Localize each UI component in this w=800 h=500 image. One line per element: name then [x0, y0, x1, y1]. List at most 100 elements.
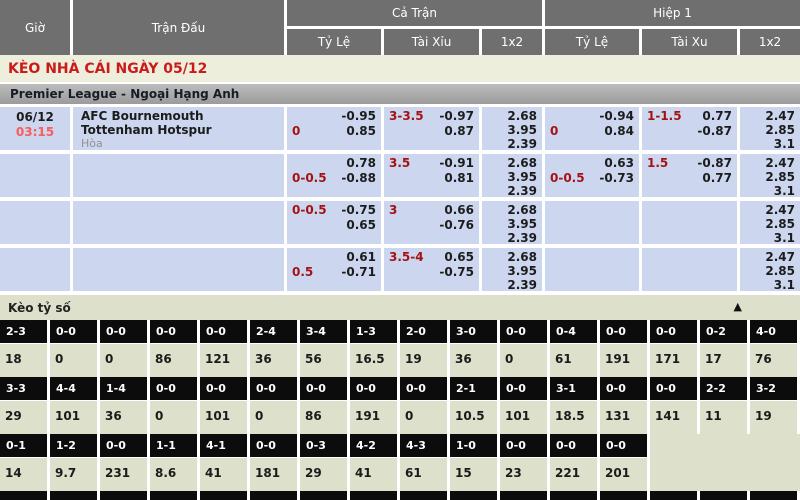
- score-odds-cell[interactable]: 231: [100, 458, 150, 491]
- score-odds-cell[interactable]: 101: [500, 401, 550, 434]
- score-odds-cell[interactable]: 191: [350, 401, 400, 434]
- score-label-cell: 1-2: [50, 434, 100, 458]
- score-label-cell: 4-0: [750, 320, 800, 344]
- ft-overunder-cell[interactable]: 3.5-4 0.65 -0.75: [384, 248, 479, 291]
- score-odds-cell[interactable]: 14: [0, 458, 50, 491]
- score-header-row: 0-1 1-2 0-0 1-1 4-1 0-0 0-3 4-2 4-3 1-0 0-0 0-0 0-0: [0, 434, 800, 458]
- ft-overunder-cell[interactable]: 3 0.66 -0.76: [384, 201, 479, 244]
- score-odds-cell[interactable]: 181: [250, 458, 300, 491]
- total-value: 3.5: [389, 156, 411, 170]
- score-odds-cell[interactable]: 23: [500, 458, 550, 491]
- h1-handicap-cell[interactable]: [545, 201, 639, 244]
- score-odds-cell[interactable]: 61: [550, 344, 600, 377]
- score-label-cell: 3-0: [450, 320, 500, 344]
- ft-1x2-cell[interactable]: 2.68 3.95 2.39: [482, 248, 542, 291]
- score-odds-cell[interactable]: 29: [300, 458, 350, 491]
- h1-1x2-cell[interactable]: 2.47 2.85 3.1: [740, 201, 800, 244]
- score-odds-cell[interactable]: 0: [500, 344, 550, 377]
- odds-value: 3.1: [773, 231, 795, 244]
- ft-1x2-cell[interactable]: 2.68 3.95 2.39: [482, 201, 542, 244]
- ft-1x2-cell[interactable]: 2.68 3.95 2.39: [482, 154, 542, 197]
- score-odds-cell[interactable]: 101: [200, 401, 250, 434]
- score-odds-cell[interactable]: 101: [50, 401, 100, 434]
- odds-line: 0-0.5 -0.73: [545, 171, 639, 186]
- score-odds-cell[interactable]: 18: [0, 344, 50, 377]
- score-odds-cell[interactable]: 17: [700, 344, 750, 377]
- score-odds-cell[interactable]: 19: [750, 401, 800, 434]
- score-odds-cell[interactable]: 18.5: [550, 401, 600, 434]
- h1-overunder-cell[interactable]: 1-1.5 0.77 -0.87: [642, 107, 737, 150]
- column-header-ft-handicap: Tỷ Lệ: [287, 29, 381, 55]
- score-odds-cell[interactable]: 171: [650, 344, 700, 377]
- score-label-cell: [550, 491, 600, 500]
- h1-overunder-cell[interactable]: 1.5 -0.87 0.77: [642, 154, 737, 197]
- score-odds-cell[interactable]: 19: [400, 344, 450, 377]
- score-value-row: 29 101 36 0 101 0 86 191 0 10.5 101 18.5 131 141 11 19: [0, 401, 800, 434]
- score-odds-cell[interactable]: 86: [300, 401, 350, 434]
- score-odds-cell[interactable]: 15: [450, 458, 500, 491]
- h1-overunder-cell[interactable]: [642, 248, 737, 291]
- h1-handicap-cell[interactable]: -0.94 0 0.84: [545, 107, 639, 150]
- score-odds-cell[interactable]: 16.5: [350, 344, 400, 377]
- score-odds-cell[interactable]: 11: [700, 401, 750, 434]
- score-odds-cell[interactable]: 0: [250, 401, 300, 434]
- score-odds-cell[interactable]: 41: [200, 458, 250, 491]
- ft-overunder-cell[interactable]: 3.5 -0.91 0.81: [384, 154, 479, 197]
- score-odds-cell[interactable]: 0: [400, 401, 450, 434]
- time-cell: [0, 154, 70, 197]
- score-odds-cell[interactable]: 131: [600, 401, 650, 434]
- score-odds-cell[interactable]: 61: [400, 458, 450, 491]
- score-label-cell: 0-0: [250, 377, 300, 401]
- score-value-row: 18 0 0 86 121 36 56 16.5 19 36 0 61 191 171 17 76: [0, 344, 800, 377]
- score-odds-cell[interactable]: 191: [600, 344, 650, 377]
- odds-line: 0-0.5 -0.75: [287, 203, 381, 218]
- score-label-cell: 0-2: [700, 320, 750, 344]
- score-header-row: 2-3 0-0 0-0 0-0 0-0 2-4 3-4 1-3 2-0 3-0 0-0 0-4 0-0 0…: [0, 320, 800, 344]
- score-odds-cell[interactable]: 41: [350, 458, 400, 491]
- score-odds-cell[interactable]: 76: [750, 344, 800, 377]
- odds-value: 2.39: [507, 278, 537, 291]
- score-odds-cell[interactable]: 56: [300, 344, 350, 377]
- h1-overunder-cell[interactable]: [642, 201, 737, 244]
- score-odds-cell[interactable]: 0: [50, 344, 100, 377]
- ft-1x2-cell[interactable]: 2.68 3.95 2.39: [482, 107, 542, 150]
- score-odds-cell[interactable]: 0: [150, 401, 200, 434]
- h1-1x2-cell[interactable]: 2.47 2.85 3.1: [740, 154, 800, 197]
- home-team: AFC Bournemouth: [81, 109, 204, 123]
- score-odds-cell[interactable]: 36: [100, 401, 150, 434]
- score-odds-cell[interactable]: 0: [100, 344, 150, 377]
- total-value: 3: [389, 203, 398, 217]
- score-odds-cell[interactable]: 221: [550, 458, 600, 491]
- h1-1x2-cell[interactable]: 2.47 2.85 3.1: [740, 107, 800, 150]
- time-cell: 06/12 03:15: [0, 107, 70, 150]
- league-header: Premier League - Ngoại Hạng Anh: [0, 82, 800, 104]
- match-date: 06/12: [16, 110, 54, 124]
- score-odds-cell[interactable]: 201: [600, 458, 650, 491]
- h1-1x2-cell[interactable]: 2.47 2.85 3.1: [740, 248, 800, 291]
- ft-handicap-cell[interactable]: 0.78 0-0.5 -0.88: [287, 154, 381, 197]
- ft-handicap-cell[interactable]: 0-0.5 -0.75 0.65: [287, 201, 381, 244]
- match-odds-row: 0.78 0-0.5 -0.88 3.5 -0.91 0.81 2.68 3.95 …: [0, 154, 800, 197]
- score-odds-cell[interactable]: 141: [650, 401, 700, 434]
- ft-handicap-cell[interactable]: 0.61 0.5 -0.71: [287, 248, 381, 291]
- ft-handicap-cell[interactable]: -0.95 0 0.85: [287, 107, 381, 150]
- score-odds-cell[interactable]: 86: [150, 344, 200, 377]
- score-odds-cell[interactable]: 10.5: [450, 401, 500, 434]
- ft-overunder-cell[interactable]: 3-3.5 -0.97 0.87: [384, 107, 479, 150]
- odds-value: 2.85: [765, 170, 795, 184]
- score-odds-cell[interactable]: 121: [200, 344, 250, 377]
- score-odds-cell[interactable]: 36: [450, 344, 500, 377]
- odds-value: 0.65: [444, 250, 474, 264]
- h1-handicap-cell[interactable]: [545, 248, 639, 291]
- score-odds-cell[interactable]: 8.6: [150, 458, 200, 491]
- score-odds-cell[interactable]: 29: [0, 401, 50, 434]
- match-cell: [73, 201, 284, 244]
- odds-line: 0.63: [545, 156, 639, 171]
- h1-handicap-cell[interactable]: 0.63 0-0.5 -0.73: [545, 154, 639, 197]
- score-label-cell: [750, 491, 800, 500]
- score-odds-cell[interactable]: 9.7: [50, 458, 100, 491]
- collapse-icon[interactable]: ▲: [733, 300, 742, 313]
- odds-line: 1.5 -0.87: [642, 156, 737, 171]
- score-odds-cell[interactable]: 36: [250, 344, 300, 377]
